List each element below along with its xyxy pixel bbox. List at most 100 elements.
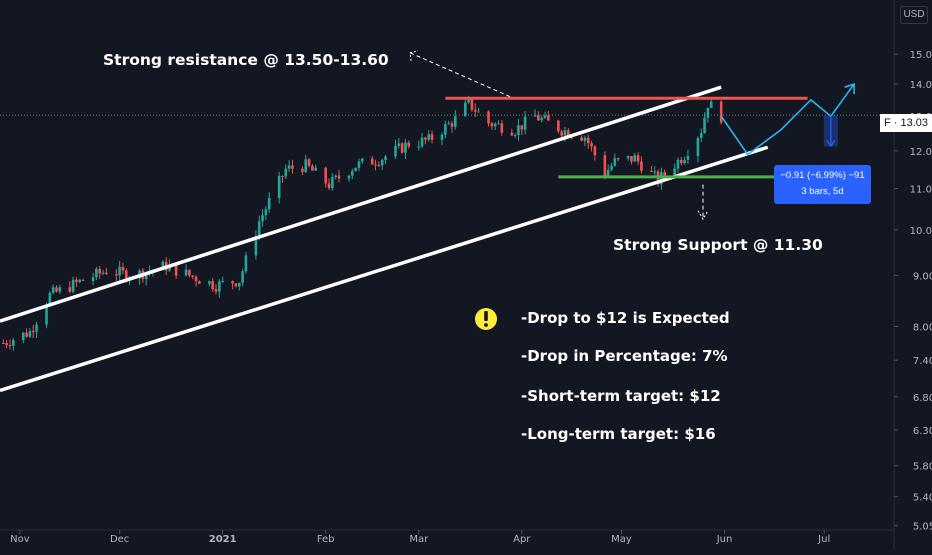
candle-body (11, 339, 15, 346)
candle-body (603, 155, 607, 177)
candle-body (75, 279, 78, 282)
candle-body (686, 156, 690, 160)
candle-body (231, 280, 234, 284)
support-callout-arrowhead (697, 210, 709, 221)
candle-body (208, 281, 211, 284)
candle-body (440, 134, 444, 140)
candle-body (184, 269, 188, 276)
candle-body (493, 123, 497, 127)
candle-body (540, 117, 544, 121)
resistance-callout-line (409, 52, 511, 98)
currency-badge[interactable]: USD (900, 6, 928, 24)
candle-body (264, 209, 268, 216)
candle-body (237, 282, 241, 287)
channel-lower-line (0, 145, 769, 393)
candle-body (567, 130, 570, 138)
candle-body (28, 331, 32, 337)
last-price-tag: F · 13.03 (880, 114, 932, 132)
support-annotation: Strong Support @ 11.30 (613, 236, 823, 254)
resistance-callout-arrowhead (409, 50, 419, 61)
candle-body (71, 279, 75, 292)
y-tick-label: 8.00 (913, 322, 932, 333)
candle-body (563, 130, 567, 136)
measure-change-label: −0.91 (−6.99%) −91 (780, 170, 865, 181)
candle-body (719, 101, 723, 123)
candle-body (2, 343, 5, 345)
candle-body (105, 272, 108, 275)
candle-body (118, 267, 121, 276)
y-tick-label: 15.00 (910, 50, 932, 61)
candle-body (543, 115, 547, 118)
candle-body (98, 268, 102, 274)
candle-body (254, 236, 258, 256)
candle-body (218, 281, 221, 292)
candle-body (427, 134, 431, 140)
candle-body (510, 132, 514, 136)
candle-body (633, 155, 637, 162)
candle-body (630, 156, 633, 162)
candle-body (407, 142, 411, 147)
y-tick-label: 6.30 (913, 426, 932, 437)
candle-body (95, 268, 98, 278)
candle-body (350, 171, 354, 176)
candle-body (626, 156, 630, 159)
candle-body (606, 169, 610, 177)
measure-arrowhead (826, 139, 836, 148)
long-term-target-note: -Long-term target: $16 (521, 425, 716, 443)
x-tick-label: Nov (10, 534, 30, 545)
candle-body (91, 277, 95, 281)
candle-body (347, 175, 351, 179)
candle-body (463, 102, 467, 117)
candle-body (520, 125, 524, 130)
candle-body (640, 161, 643, 171)
candle-body (324, 167, 327, 184)
candle-body (374, 164, 377, 166)
candle-body (5, 343, 8, 345)
candle-body (307, 159, 311, 166)
candle-body (21, 332, 25, 340)
candle-body (261, 215, 264, 222)
candle-body (444, 124, 447, 135)
candle-body (144, 272, 148, 280)
candle-body (327, 183, 331, 189)
candle-body (161, 261, 165, 271)
candle-body (331, 176, 334, 189)
candle-body (610, 165, 613, 170)
annotation-text: Strong resistance @ 13.50-13.60 Strong Su… (103, 51, 823, 443)
candle-body (68, 287, 72, 292)
candle-body (370, 158, 374, 165)
candle-body (447, 123, 450, 125)
candle-body (523, 116, 527, 130)
candle-body (696, 137, 700, 157)
candle-body (676, 159, 680, 169)
candle-body (198, 281, 201, 284)
candle-body (636, 155, 640, 162)
candle-body (487, 111, 490, 124)
candle-body (174, 264, 178, 276)
candle-body (45, 305, 48, 325)
candle-body (357, 161, 361, 168)
candle-body (454, 116, 457, 127)
y-tick-label: 6.80 (913, 393, 932, 404)
measure-tool-box[interactable]: −0.91 (−6.99%) −91 3 bars, 5d (774, 165, 871, 204)
candle-body (25, 332, 28, 337)
candle-body (557, 120, 560, 132)
candle-body (78, 279, 82, 282)
candle-body (404, 142, 407, 153)
candle-body (211, 281, 214, 290)
candle-body (394, 145, 397, 157)
candle-body (590, 143, 593, 147)
y-tick-label: 10.00 (910, 226, 932, 237)
y-tick-label: 9.00 (913, 271, 932, 282)
y-tick-label: 14.00 (910, 80, 932, 91)
candle-body (477, 111, 480, 113)
candle-body (241, 271, 244, 283)
candle-body (101, 272, 105, 274)
candle-body (377, 164, 381, 166)
candle-body (653, 171, 657, 173)
y-tick-label: 12.00 (910, 147, 932, 158)
candle-body (663, 172, 666, 176)
channel-upper-line (0, 85, 722, 323)
